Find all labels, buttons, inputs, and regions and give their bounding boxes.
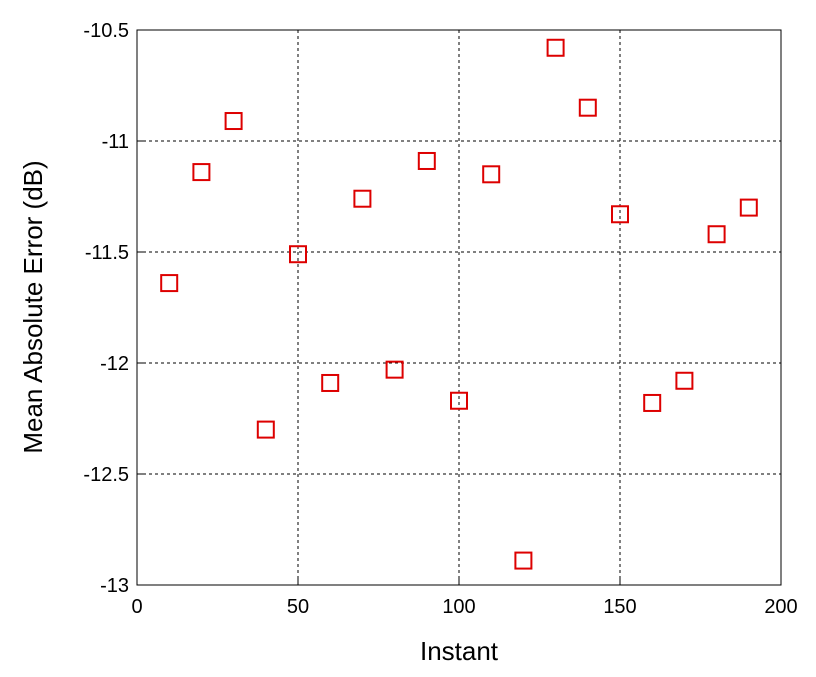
marker	[675, 371, 694, 390]
marker	[643, 393, 662, 412]
marker	[707, 225, 726, 244]
marker	[192, 163, 211, 182]
marker	[353, 189, 372, 208]
x-tick-label: 200	[764, 596, 797, 618]
marker	[739, 198, 758, 217]
y-tick-label: -12.5	[83, 464, 129, 486]
y-tick-label: -10.5	[83, 20, 129, 42]
y-tick-label: -12	[100, 353, 129, 375]
plot-frame	[136, 29, 782, 586]
x-tick-label: 50	[287, 596, 309, 618]
x-tick-label: 100	[442, 596, 475, 618]
marker	[417, 151, 436, 170]
marker	[450, 391, 468, 410]
marker	[611, 205, 629, 224]
x-tick-label: 150	[603, 596, 636, 618]
y-tick-label: -11	[102, 131, 129, 153]
marker	[514, 551, 533, 570]
marker	[256, 420, 275, 439]
marker	[289, 245, 307, 264]
marker	[321, 373, 340, 392]
y-axis-label: Mean Absolute Error (dB)	[18, 160, 48, 453]
x-axis-label: Instant	[420, 636, 499, 666]
y-tick-label: -13	[100, 575, 129, 597]
marker	[546, 38, 565, 57]
marker	[224, 112, 243, 131]
marker	[578, 98, 597, 117]
marker	[482, 165, 501, 184]
y-tick-label: -11.5	[85, 242, 129, 264]
marker	[160, 274, 179, 293]
marker	[385, 360, 404, 379]
x-tick-label: 0	[131, 596, 142, 618]
